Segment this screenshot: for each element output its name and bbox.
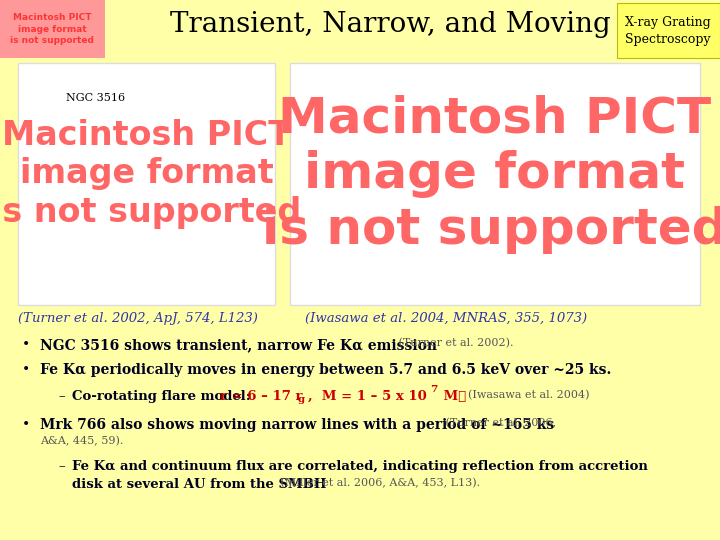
Bar	[0, 0, 105, 58]
Text: (Iwasawa et al. 2004, MNRAS, 355, 1073): (Iwasawa et al. 2004, MNRAS, 355, 1073)	[305, 312, 587, 325]
Text: (Turner et al. 2002).: (Turner et al. 2002).	[395, 338, 513, 348]
Text: Macintosh PICT
image format
is not supported: Macintosh PICT image format is not suppo…	[0, 119, 302, 229]
Text: (Miller et al. 2006, A&A, 453, L13).: (Miller et al. 2006, A&A, 453, L13).	[277, 478, 480, 488]
Text: 7: 7	[430, 385, 437, 394]
Text: –: –	[58, 460, 65, 473]
Bar	[290, 63, 700, 305]
Text: M☉: M☉	[439, 390, 467, 403]
Text: X-ray Grating
Spectroscopy: X-ray Grating Spectroscopy	[625, 16, 711, 46]
Text: •: •	[22, 338, 30, 352]
Text: Transient, Narrow, and Moving: Transient, Narrow, and Moving	[170, 11, 611, 38]
Text: (Turner et al. 2002, ApJ, 574, L123): (Turner et al. 2002, ApJ, 574, L123)	[18, 312, 258, 325]
Text: Fe Kα and continuum flux are correlated, indicating reflection from accretion: Fe Kα and continuum flux are correlated,…	[72, 460, 648, 473]
Text: ,  M = 1 – 5 x 10: , M = 1 – 5 x 10	[308, 390, 427, 403]
Text: (Iwasawa et al. 2004): (Iwasawa et al. 2004)	[461, 390, 590, 400]
Text: Macintosh PICT
image format
is not supported: Macintosh PICT image format is not suppo…	[10, 14, 94, 45]
Text: •: •	[22, 363, 30, 377]
Text: g: g	[298, 395, 305, 404]
Text: NGC 3516 shows transient, narrow Fe Kα emission: NGC 3516 shows transient, narrow Fe Kα e…	[40, 338, 437, 352]
Text: •: •	[22, 418, 30, 432]
Text: –: –	[58, 390, 65, 403]
Text: NGC 3516: NGC 3516	[66, 93, 125, 103]
Bar	[18, 63, 275, 305]
Text: Fe Kα periodically moves in energy between 5.7 and 6.5 keV over ~25 ks.: Fe Kα periodically moves in energy betwe…	[40, 363, 611, 377]
Text: Macintosh PICT
image format
is not supported: Macintosh PICT image format is not suppo…	[262, 94, 720, 254]
Text: Co-rotating flare model:: Co-rotating flare model:	[72, 390, 256, 403]
Text: r = 6 – 17 r: r = 6 – 17 r	[220, 390, 302, 403]
Text: A&A, 445, 59).: A&A, 445, 59).	[40, 436, 123, 447]
Text: Mrk 766 also shows moving narrow lines with a period of ~165 ks: Mrk 766 also shows moving narrow lines w…	[40, 418, 554, 432]
Text: (Turner et al. 2006,: (Turner et al. 2006,	[442, 418, 556, 428]
Bar	[617, 3, 720, 58]
Text: disk at several AU from the SMBH: disk at several AU from the SMBH	[72, 478, 326, 491]
